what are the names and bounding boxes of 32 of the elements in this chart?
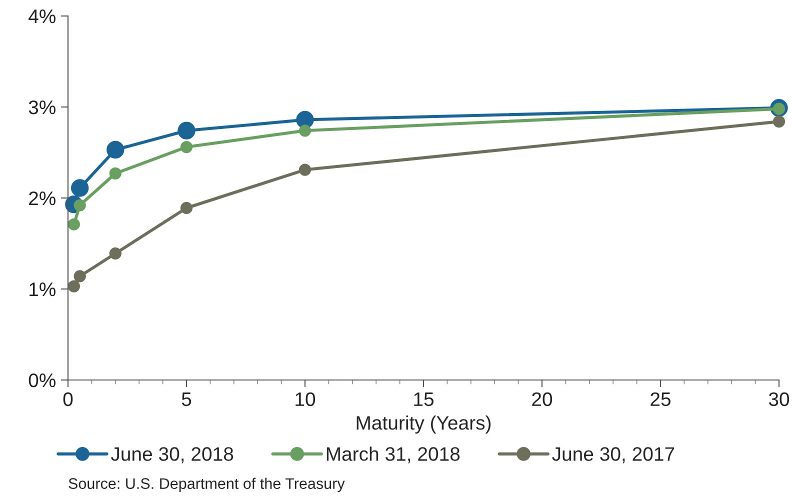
point [109, 167, 122, 180]
point [180, 202, 193, 214]
x-tick-label: 25 [650, 392, 670, 406]
y-tick-label: 1% [30, 282, 56, 296]
x-axis-title: Maturity (Years) [356, 415, 491, 434]
point [74, 270, 86, 282]
x-tick-label: 5 [182, 392, 192, 406]
source-note: Source: U.S. Department of the Treasury [68, 478, 345, 492]
point [180, 140, 193, 154]
x-tick-label: 30 [768, 392, 790, 406]
y-tick-label: 2% [29, 191, 56, 206]
y-tick-label: 4% [28, 10, 56, 24]
legend-label: March 31, 2018 [326, 446, 460, 464]
y-tick-label: 0% [28, 373, 56, 388]
y-tick-label: 3% [28, 100, 56, 114]
x-tick-label: 15 [414, 392, 434, 406]
x-tick-label: 0 [63, 392, 73, 406]
legend-label: June 30, 2017 [552, 447, 674, 464]
point [70, 179, 89, 197]
point [68, 218, 80, 230]
point [772, 115, 786, 128]
point [74, 199, 86, 212]
point [298, 164, 312, 176]
point [296, 110, 314, 129]
x-tick-label: 20 [532, 392, 552, 406]
x-tick-label: 10 [296, 392, 316, 406]
point [68, 280, 80, 292]
point [109, 247, 122, 260]
legend-label: June 30, 2018 [110, 447, 234, 464]
point [298, 124, 312, 137]
point [106, 140, 124, 159]
point [178, 122, 196, 140]
